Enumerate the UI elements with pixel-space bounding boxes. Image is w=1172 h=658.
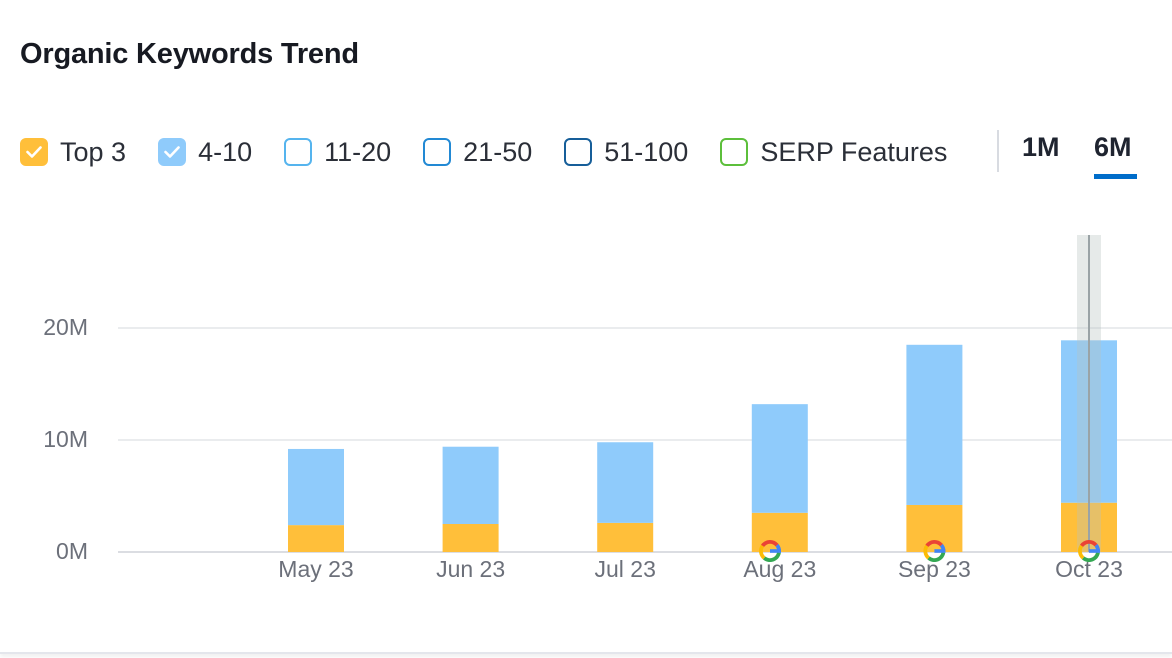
legend-label-top-3: Top 3 [60, 136, 127, 167]
check-icon [26, 146, 42, 158]
period-1m-button[interactable]: 1M [1022, 132, 1060, 162]
legend-label-serp-features: SERP Features [760, 136, 948, 167]
bar-segment[interactable] [442, 524, 499, 552]
checkbox-serp-features[interactable] [720, 138, 749, 166]
y-tick-label: 0M [56, 538, 88, 564]
legend-item-21-50[interactable]: 21-50 [423, 137, 532, 168]
period-6m-active-indicator [1094, 174, 1137, 179]
checkbox-11-20[interactable] [284, 138, 313, 166]
bar-segment[interactable] [906, 504, 963, 552]
legend-label-11-20: 11-20 [324, 136, 392, 167]
bar-segment[interactable] [288, 448, 344, 526]
google-icon-arc [760, 539, 779, 547]
y-tick-label: 10M [43, 426, 88, 452]
google-icon-arc [762, 552, 781, 563]
google-icon-arc [759, 544, 766, 560]
google-icon-arc [1081, 552, 1100, 563]
google-update-icon[interactable] [923, 540, 946, 563]
legend-item-serp-features[interactable]: SERP Features [720, 137, 947, 168]
checkbox-51-100[interactable] [564, 138, 593, 166]
legend-label-51-100: 51-100 [604, 136, 689, 167]
legend-item-top-3[interactable]: Top 3 [20, 137, 126, 168]
legend-divider [997, 130, 999, 172]
google-icon-arc [923, 544, 930, 560]
google-icon-arc [925, 540, 943, 547]
x-tick-label: Jul 23 [595, 556, 656, 582]
legend-item-51-100[interactable]: 51-100 [564, 137, 688, 168]
bar-segment[interactable] [442, 446, 499, 524]
bar-segment[interactable] [288, 525, 344, 552]
x-tick-label: Jun 23 [436, 556, 505, 582]
google-icon-bar [770, 549, 781, 553]
legend-label-4-10: 4-10 [198, 136, 253, 167]
legend-item-4-10[interactable]: 4-10 [158, 137, 252, 168]
x-tick-label: Aug 23 [743, 556, 816, 582]
chart-title: Organic Keywords Trend [20, 38, 359, 70]
google-icon-bar [1089, 549, 1100, 553]
google-icon-arc [927, 552, 946, 563]
bar-segment[interactable] [597, 522, 654, 552]
google-update-icon[interactable] [1078, 540, 1100, 563]
legend-item-11-20[interactable]: 11-20 [284, 137, 391, 168]
google-icon-arc [1079, 540, 1098, 547]
bar-segment[interactable] [597, 442, 654, 523]
google-icon-arc [1078, 544, 1085, 560]
bar-segment[interactable] [751, 404, 808, 513]
check-icon [164, 146, 180, 158]
legend-label-21-50: 21-50 [463, 136, 533, 167]
checkbox-4-10[interactable] [158, 138, 187, 166]
google-update-icon[interactable] [759, 539, 781, 563]
x-tick-label: May 23 [278, 556, 353, 582]
checkbox-21-50[interactable] [423, 138, 452, 166]
checkbox-top-3[interactable] [20, 138, 48, 166]
y-tick-label: 20M [43, 314, 88, 340]
legend: Top 3 4-10 11-20 21-50 51-100 SERP Featu… [20, 130, 979, 174]
period-6m-button[interactable]: 6M [1094, 132, 1132, 162]
google-icon-bar [934, 549, 946, 553]
bar-segment[interactable] [906, 344, 963, 505]
